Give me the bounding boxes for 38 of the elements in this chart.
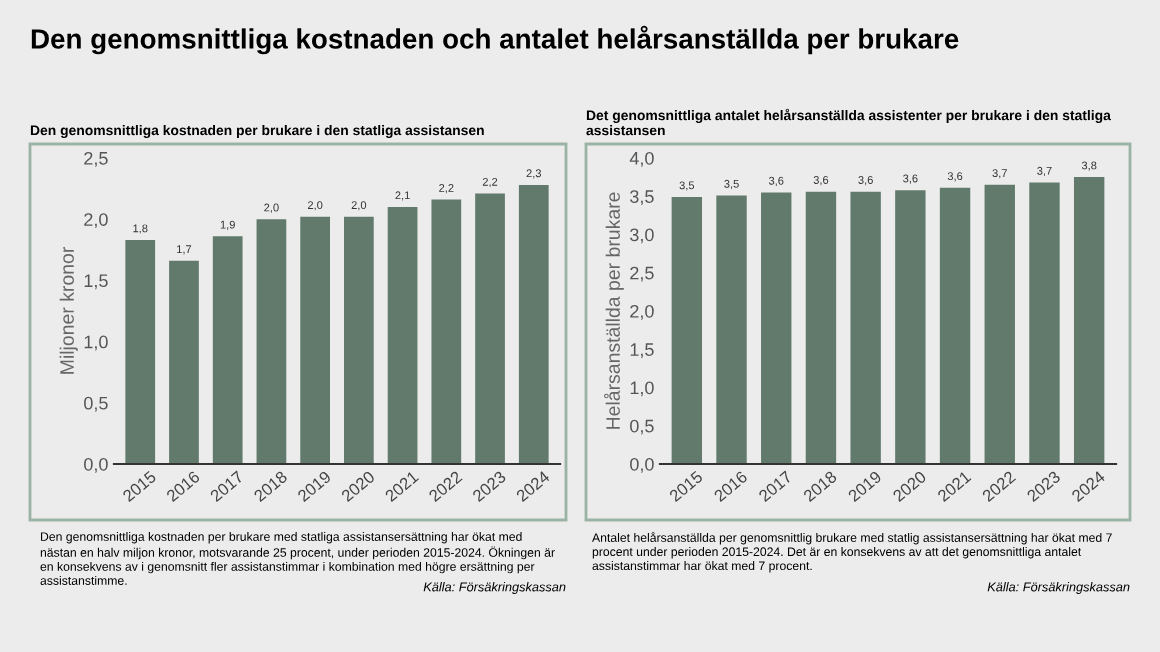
y-tick-label: 1,0	[84, 335, 108, 351]
y-axis-title: Helårsanställda per brukare	[604, 192, 624, 429]
y-tick-label: 1,5	[630, 343, 654, 359]
bar	[984, 184, 1015, 464]
y-tick-label: 0,0	[630, 457, 654, 473]
bar	[125, 240, 156, 464]
bar	[895, 190, 926, 464]
bar	[939, 187, 971, 464]
y-tick-label: 4,0	[629, 151, 654, 167]
y-tick-label: 1,0	[630, 381, 654, 397]
bar	[344, 216, 374, 464]
bar	[671, 197, 703, 464]
y-tick-label: 0,0	[84, 457, 108, 473]
bar	[716, 195, 747, 464]
y-axis-title: Miljoner kronor	[59, 247, 78, 374]
bar	[256, 219, 287, 464]
y-tick-label: 2,0	[630, 304, 654, 320]
bar	[850, 191, 881, 464]
bar	[212, 236, 243, 464]
bar	[761, 192, 792, 464]
y-tick-label: 2,5	[84, 151, 108, 167]
bar	[169, 260, 199, 464]
bar	[805, 191, 837, 464]
bar	[1029, 182, 1060, 464]
y-tick-label: 2,5	[630, 266, 654, 282]
bar	[387, 206, 418, 464]
y-tick-label: 2,0	[84, 213, 108, 229]
bar	[431, 199, 462, 464]
bar	[300, 216, 330, 464]
chart-title: Den genomsnittliga kostnaden och antalet helårsanställda per brukare	[31, 25, 959, 55]
bar	[475, 193, 505, 464]
y-tick-label: 0,5	[630, 419, 654, 435]
y-tick-label: 1,5	[84, 274, 108, 290]
y-tick-label: 3,0	[630, 228, 654, 244]
y-tick-label: 3,5	[630, 190, 654, 206]
bar	[518, 184, 549, 464]
bar	[1073, 177, 1105, 464]
y-tick-label: 0,5	[84, 396, 108, 412]
